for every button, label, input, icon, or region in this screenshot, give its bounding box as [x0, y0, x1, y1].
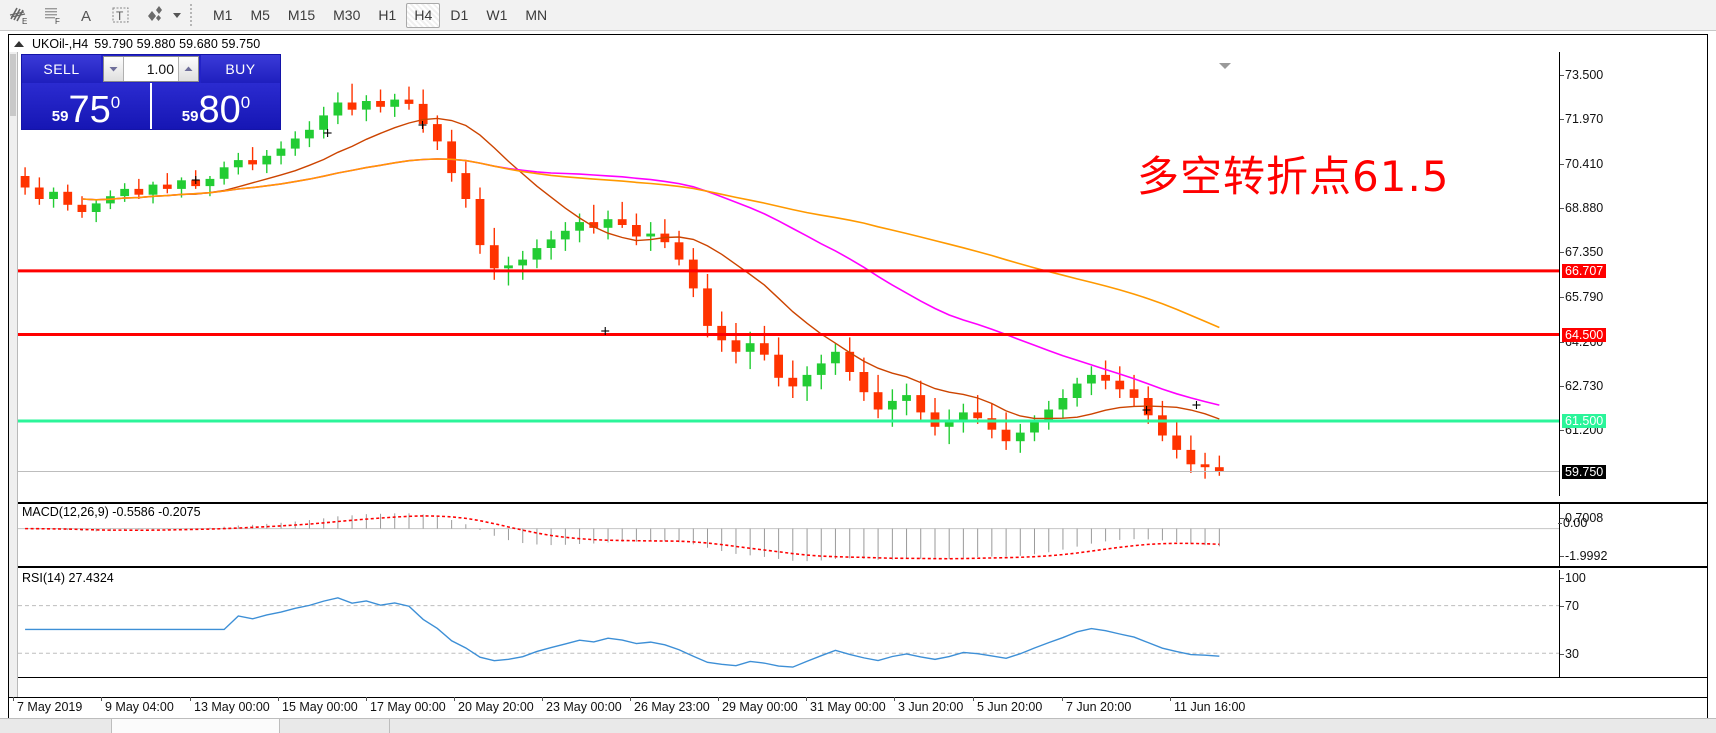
- timeframe-mn[interactable]: MN: [525, 7, 548, 23]
- bottom-tab-3[interactable]: [280, 719, 390, 733]
- rsi-tick: 70: [1560, 599, 1579, 613]
- scrollbar-thumb[interactable]: [10, 54, 16, 116]
- chart-ohlc-values: 59.790 59.880 59.680 59.750: [94, 36, 261, 51]
- timeframe-m15[interactable]: M15: [287, 7, 316, 23]
- sell-price-display[interactable]: 59 75 0: [22, 83, 150, 129]
- macd-tick: 0.00: [1557, 516, 1588, 530]
- pane-resize-arrow-icon[interactable]: [1219, 63, 1231, 69]
- chart-left-scrollbar[interactable]: [9, 52, 18, 697]
- buy-price-display[interactable]: 59 80 0: [150, 83, 280, 129]
- sell-price-fraction: 0: [110, 93, 121, 112]
- chart-expert-icon[interactable]: E: [4, 2, 34, 29]
- grid-f-icon[interactable]: F: [38, 2, 68, 29]
- price-tag-green[interactable]: 61.500: [1562, 414, 1607, 428]
- time-tick-label: 7 Jun 20:00: [1061, 697, 1132, 714]
- buy-price-pips: 80: [198, 88, 241, 131]
- trade-panel-header: SELL 1.00 BUY: [22, 55, 280, 83]
- buy-price-big-figure: 59: [181, 108, 199, 125]
- timeframe-h1[interactable]: H1: [378, 7, 397, 23]
- svg-text:F: F: [55, 17, 60, 26]
- quote-bar: UKOil-,H4 59.790 59.880 59.680 59.750: [9, 35, 1707, 52]
- price-tick: 71.970: [1559, 112, 1604, 127]
- rsi-tick: 100: [1560, 571, 1586, 585]
- price-canvas[interactable]: [18, 52, 1559, 496]
- timeframe-h4[interactable]: H4: [406, 2, 441, 28]
- one-click-trading-panel: SELL 1.00 BUY 59 75 0: [21, 54, 281, 130]
- volume-increment-button[interactable]: [178, 57, 198, 81]
- price-tick: 67.350: [1559, 245, 1604, 260]
- macd-label: MACD(12,26,9) -0.5586 -0.2075: [22, 505, 201, 519]
- time-tick-label: 26 May 23:00: [630, 697, 710, 714]
- volume-input[interactable]: 1.00: [124, 57, 178, 81]
- rsi-canvas[interactable]: [18, 570, 1559, 677]
- time-tick-label: 17 May 00:00: [366, 697, 446, 714]
- collapse-triangle-icon[interactable]: [14, 40, 24, 47]
- sell-button[interactable]: SELL: [22, 55, 101, 83]
- rsi-label: RSI(14) 27.4324: [22, 571, 114, 585]
- buy-price-fraction: 0: [240, 93, 251, 112]
- time-axis[interactable]: 7 May 2019 9 May 04:00 13 May 00:00 15 May …: [8, 697, 1708, 718]
- price-tick: 65.790: [1559, 290, 1604, 305]
- svg-text:T: T: [116, 9, 124, 23]
- macd-tick: -1.9992: [1559, 549, 1608, 563]
- price-tick: 62.730: [1559, 378, 1604, 393]
- time-tick-label: 13 May 00:00: [190, 697, 270, 714]
- price-scale-axis[interactable]: 73.500 71.970 70.410 68.880 67.350 65.790 64.2…: [1559, 52, 1707, 496]
- main-toolbar: E F A T: [0, 0, 1716, 31]
- price-tag-red[interactable]: 64.500: [1562, 327, 1607, 342]
- chart-text-annotation[interactable]: 多空转折点61.5: [1137, 152, 1450, 201]
- volume-stepper[interactable]: 1.00: [103, 56, 199, 82]
- text-label-icon[interactable]: T: [106, 2, 136, 29]
- bottom-tab-strip: [0, 718, 1716, 733]
- svg-text:A: A: [81, 8, 91, 25]
- buy-button[interactable]: BUY: [201, 55, 280, 83]
- chart-symbol-label: UKOil-,H4: [32, 36, 89, 51]
- bottom-tab-2[interactable]: [112, 719, 280, 733]
- timeframe-m5[interactable]: M5: [250, 7, 270, 23]
- time-tick-label: 20 May 20:00: [454, 697, 534, 714]
- time-tick-label: 29 May 00:00: [718, 697, 798, 714]
- time-tick-label: 23 May 00:00: [542, 697, 622, 714]
- macd-tick: 0.7008: [1559, 511, 1604, 525]
- price-chart-svg: [18, 83, 1559, 479]
- chart-window: UKOil-,H4 59.790 59.880 59.680 59.750 73…: [8, 34, 1708, 698]
- price-tick: 73.500: [1559, 68, 1604, 83]
- objects-dropdown-caret-icon[interactable]: [170, 2, 184, 29]
- toolbar-separator: [190, 4, 198, 26]
- objects-icon[interactable]: [140, 2, 170, 29]
- macd-canvas[interactable]: [18, 504, 1559, 566]
- price-pane: 73.500 71.970 70.410 68.880 67.350 65.790 64.2…: [18, 52, 1707, 496]
- price-tick: 70.410: [1559, 157, 1604, 172]
- time-tick-label: 11 Jun 16:00: [1169, 697, 1246, 714]
- rsi-scale-axis[interactable]: 100 70 30: [1559, 570, 1707, 677]
- macd-pane: MACD(12,26,9) -0.5586 -0.2075 0.7008 0.00…: [18, 502, 1707, 568]
- timeframe-d1[interactable]: D1: [450, 7, 469, 23]
- text-tool-icon[interactable]: A: [72, 2, 102, 29]
- time-tick-label: 15 May 00:00: [278, 697, 358, 714]
- price-tick: 68.880: [1559, 201, 1604, 216]
- price-tag-black[interactable]: 59.750: [1562, 464, 1607, 479]
- bottom-tab-1[interactable]: [0, 719, 112, 733]
- rsi-chart-svg: [18, 597, 1559, 668]
- time-tick-label: 31 May 00:00: [806, 697, 886, 714]
- trade-panel-prices: 59 75 0 59 80 0: [22, 83, 280, 129]
- time-tick-label: 5 Jun 20:00: [972, 697, 1043, 714]
- rsi-pane: RSI(14) 27.4324 100 70 30: [18, 570, 1707, 678]
- sell-price-big-figure: 59: [51, 108, 69, 125]
- timeframe-m1[interactable]: M1: [213, 7, 233, 23]
- timeframe-w1[interactable]: W1: [486, 7, 508, 23]
- time-tick-label: 9 May 04:00: [101, 697, 174, 714]
- sell-price-pips: 75: [68, 88, 111, 131]
- price-tag-red[interactable]: 66.707: [1562, 263, 1607, 278]
- macd-scale-axis[interactable]: 0.7008 0.00 -1.9992: [1557, 504, 1707, 566]
- svg-text:E: E: [22, 17, 27, 26]
- timeframe-m30[interactable]: M30: [333, 7, 361, 23]
- time-tick-label: 3 Jun 20:00: [893, 697, 964, 714]
- rsi-tick: 30: [1560, 647, 1579, 661]
- volume-decrement-button[interactable]: [104, 57, 124, 81]
- time-tick-label: 7 May 2019: [12, 697, 83, 714]
- macd-chart-svg: [18, 513, 1559, 562]
